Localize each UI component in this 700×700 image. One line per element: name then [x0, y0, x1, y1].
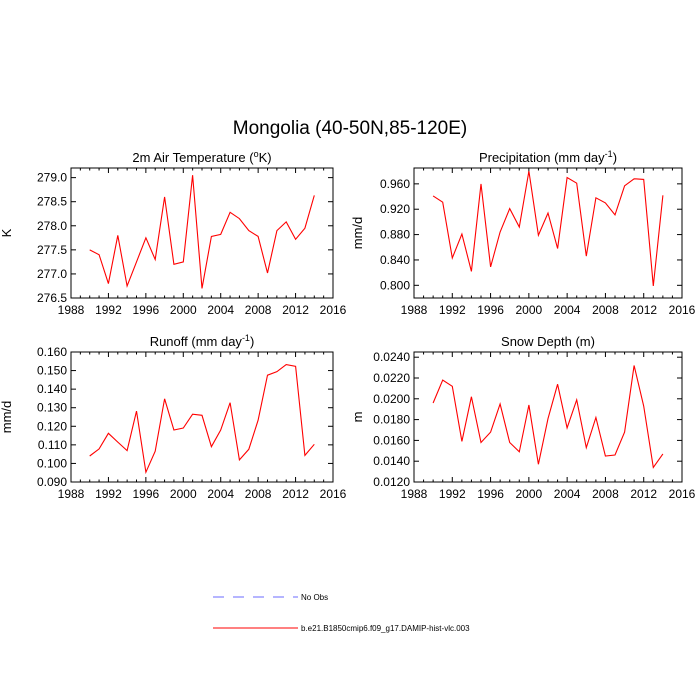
x-tick-label: 2012 — [630, 303, 657, 317]
x-tick-label: 2004 — [207, 487, 234, 501]
x-tick-label: 2016 — [669, 303, 696, 317]
y-tick-label: 0.0120 — [373, 475, 410, 489]
x-tick-label: 2016 — [320, 487, 347, 501]
y-tick-label: 0.100 — [37, 456, 67, 470]
y-axis-label: mm/d — [0, 401, 14, 434]
x-tick-label: 1996 — [477, 303, 504, 317]
x-tick-label: 2012 — [282, 487, 309, 501]
x-tick-label: 2012 — [282, 303, 309, 317]
y-tick-label: 0.0240 — [373, 350, 410, 364]
x-tick-label: 2008 — [245, 487, 272, 501]
y-tick-label: 277.5 — [37, 243, 67, 257]
panel-runoff: Runoff (mm day-1) 1988 1992 1996 2000 2004 200… — [0, 333, 347, 501]
y-tick-label: 0.0160 — [373, 433, 410, 447]
y-tick-label: 0.800 — [380, 278, 410, 292]
x-tick-label: 2000 — [516, 303, 543, 317]
y-axis-label: K — [0, 228, 14, 237]
y-tick-label: 0.960 — [380, 177, 410, 191]
y-tick-label: 277.0 — [37, 267, 67, 281]
y-tick-label: 279.0 — [37, 171, 67, 185]
y-tick-label: 0.110 — [38, 438, 67, 452]
x-tick-label: 1988 — [58, 487, 85, 501]
y-tick-label: 0.0220 — [373, 371, 410, 385]
x-tick-label: 2016 — [669, 487, 696, 501]
x-tick-label: 1992 — [95, 487, 122, 501]
y-tick-label: 0.840 — [380, 253, 410, 267]
y-tick-label: 0.090 — [37, 475, 67, 489]
x-tick-label: 2004 — [554, 303, 581, 317]
x-tick-label: 1992 — [95, 303, 122, 317]
x-tick-label: 2000 — [170, 303, 197, 317]
x-tick-label: 2008 — [245, 303, 272, 317]
legend-no-obs-label: No Obs — [301, 593, 328, 602]
y-tick-label: 0.120 — [37, 419, 67, 433]
x-tick-label: 1988 — [58, 303, 85, 317]
x-tick-label: 1988 — [401, 487, 428, 501]
y-tick-label: 0.0180 — [373, 413, 410, 427]
series-line-runoff — [89, 364, 315, 475]
y-tick-label: 0.130 — [37, 401, 67, 415]
panel-title: Snow Depth (m) — [501, 334, 595, 349]
x-tick-label: 2008 — [592, 487, 619, 501]
x-tick-label: 2012 — [630, 487, 657, 501]
panel-title: Precipitation (mm day-1) — [479, 149, 617, 165]
y-tick-label: 0.0140 — [373, 454, 410, 468]
panels: 2m Air Temperature (oK) 1988 1992 1996 2000 2… — [0, 149, 696, 501]
x-tick-label: 2000 — [170, 487, 197, 501]
series-line-precipitation — [432, 171, 664, 287]
x-tick-label: 1992 — [439, 303, 466, 317]
panel-title: Runoff (mm day-1) — [150, 333, 255, 349]
x-tick-label: 1992 — [439, 487, 466, 501]
x-tick-label: 1996 — [477, 487, 504, 501]
y-tick-label: 0.160 — [37, 345, 67, 359]
y-tick-label: 278.5 — [37, 195, 67, 209]
x-tick-label: 1996 — [133, 303, 160, 317]
x-tick-label: 2004 — [207, 303, 234, 317]
x-tick-label: 2004 — [554, 487, 581, 501]
y-axis-label: mm/d — [350, 217, 365, 250]
legend-model-label: b.e21.B1850cmip6.f09_g17.DAMIP-hist-vlc.… — [301, 624, 470, 633]
panel-snow-depth: Snow Depth (m) 1988 1992 1996 2000 2004 2008 20… — [350, 334, 696, 501]
x-tick-label: 1988 — [401, 303, 428, 317]
y-tick-label: 0.920 — [380, 202, 410, 216]
series-line-temperature — [89, 175, 315, 289]
x-tick-label: 2008 — [592, 303, 619, 317]
x-tick-label: 2000 — [516, 487, 543, 501]
panel-title: 2m Air Temperature (oK) — [132, 149, 271, 165]
panel-temperature: 2m Air Temperature (oK) 1988 1992 1996 2000 2… — [0, 149, 347, 317]
figure-title: Mongolia (40-50N,85-120E) — [233, 118, 467, 139]
y-tick-label: 278.0 — [37, 219, 67, 233]
x-tick-label: 2016 — [320, 303, 347, 317]
y-tick-label: 0.880 — [380, 228, 410, 242]
y-tick-label: 276.5 — [37, 291, 67, 305]
series-line-snow-depth — [432, 365, 664, 469]
y-tick-label: 0.150 — [37, 364, 67, 378]
y-tick-label: 0.140 — [37, 382, 67, 396]
x-tick-label: 1996 — [133, 487, 160, 501]
y-tick-label: 0.0200 — [373, 392, 410, 406]
y-axis-label: m — [350, 412, 365, 423]
legend: No Obs b.e21.B1850cmip6.f09_g17.DAMIP-hi… — [213, 593, 470, 633]
panel-precipitation: Precipitation (mm day-1) 1988 1992 1996 2000… — [350, 149, 696, 317]
